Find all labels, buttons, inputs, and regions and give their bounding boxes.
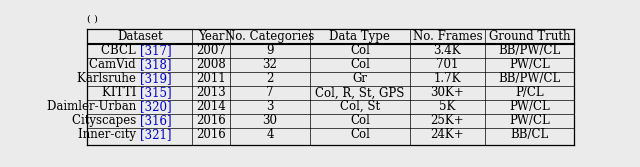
Text: Karlsruhe: Karlsruhe: [77, 72, 140, 85]
Text: 24K+: 24K+: [431, 128, 464, 141]
Text: P/CL: P/CL: [515, 86, 543, 99]
Text: 9: 9: [266, 44, 274, 57]
Text: [319]: [319]: [140, 72, 172, 85]
Text: PW/CL: PW/CL: [509, 114, 550, 127]
Text: 2011: 2011: [196, 72, 226, 85]
Text: CamVid: CamVid: [90, 58, 140, 71]
Text: Col, R, St, GPS: Col, R, St, GPS: [316, 86, 404, 99]
Text: 2014: 2014: [196, 100, 226, 113]
Text: 2008: 2008: [196, 58, 226, 71]
Text: 2013: 2013: [196, 86, 226, 99]
Text: Col: Col: [350, 44, 370, 57]
Text: Year: Year: [198, 30, 224, 43]
Text: [318]: [318]: [140, 58, 171, 71]
Text: Ground Truth: Ground Truth: [488, 30, 570, 43]
Text: Col, St: Col, St: [340, 100, 380, 113]
Text: Data Type: Data Type: [330, 30, 390, 43]
Text: BB/PW/CL: BB/PW/CL: [498, 72, 561, 85]
Text: 2016: 2016: [196, 128, 226, 141]
Text: 701: 701: [436, 58, 459, 71]
Text: 30K+: 30K+: [431, 86, 464, 99]
Text: [315]: [315]: [140, 86, 172, 99]
Text: Daimler-Urban: Daimler-Urban: [47, 100, 140, 113]
Text: 2016: 2016: [196, 114, 226, 127]
Text: [317]: [317]: [140, 44, 172, 57]
Text: PW/CL: PW/CL: [509, 58, 550, 71]
Text: Gr: Gr: [353, 72, 367, 85]
Text: Col: Col: [350, 128, 370, 141]
Text: 2: 2: [266, 72, 274, 85]
Text: KITTI: KITTI: [102, 86, 140, 99]
Text: ( ): ( ): [88, 15, 99, 24]
Text: 4: 4: [266, 128, 274, 141]
Text: 7: 7: [266, 86, 274, 99]
Text: Col: Col: [350, 114, 370, 127]
Text: Inner-city: Inner-city: [78, 128, 140, 141]
Text: 32: 32: [262, 58, 277, 71]
Text: [321]: [321]: [140, 128, 171, 141]
Text: 30: 30: [262, 114, 278, 127]
Text: [320]: [320]: [140, 100, 172, 113]
Text: BB/CL: BB/CL: [510, 128, 548, 141]
Text: Col: Col: [350, 58, 370, 71]
Text: 1.7K: 1.7K: [434, 72, 461, 85]
Text: 5K: 5K: [439, 100, 456, 113]
Text: Cityscapes: Cityscapes: [72, 114, 140, 127]
Text: PW/CL: PW/CL: [509, 100, 550, 113]
Text: Dataset: Dataset: [117, 30, 163, 43]
Text: No. Frames: No. Frames: [413, 30, 482, 43]
Text: 25K+: 25K+: [431, 114, 464, 127]
Text: 2007: 2007: [196, 44, 226, 57]
Text: 3.4K: 3.4K: [433, 44, 461, 57]
Text: No. Categories: No. Categories: [225, 30, 315, 43]
Text: CBCL: CBCL: [101, 44, 140, 57]
Text: BB/PW/CL: BB/PW/CL: [498, 44, 561, 57]
Text: 3: 3: [266, 100, 274, 113]
Text: [316]: [316]: [140, 114, 172, 127]
